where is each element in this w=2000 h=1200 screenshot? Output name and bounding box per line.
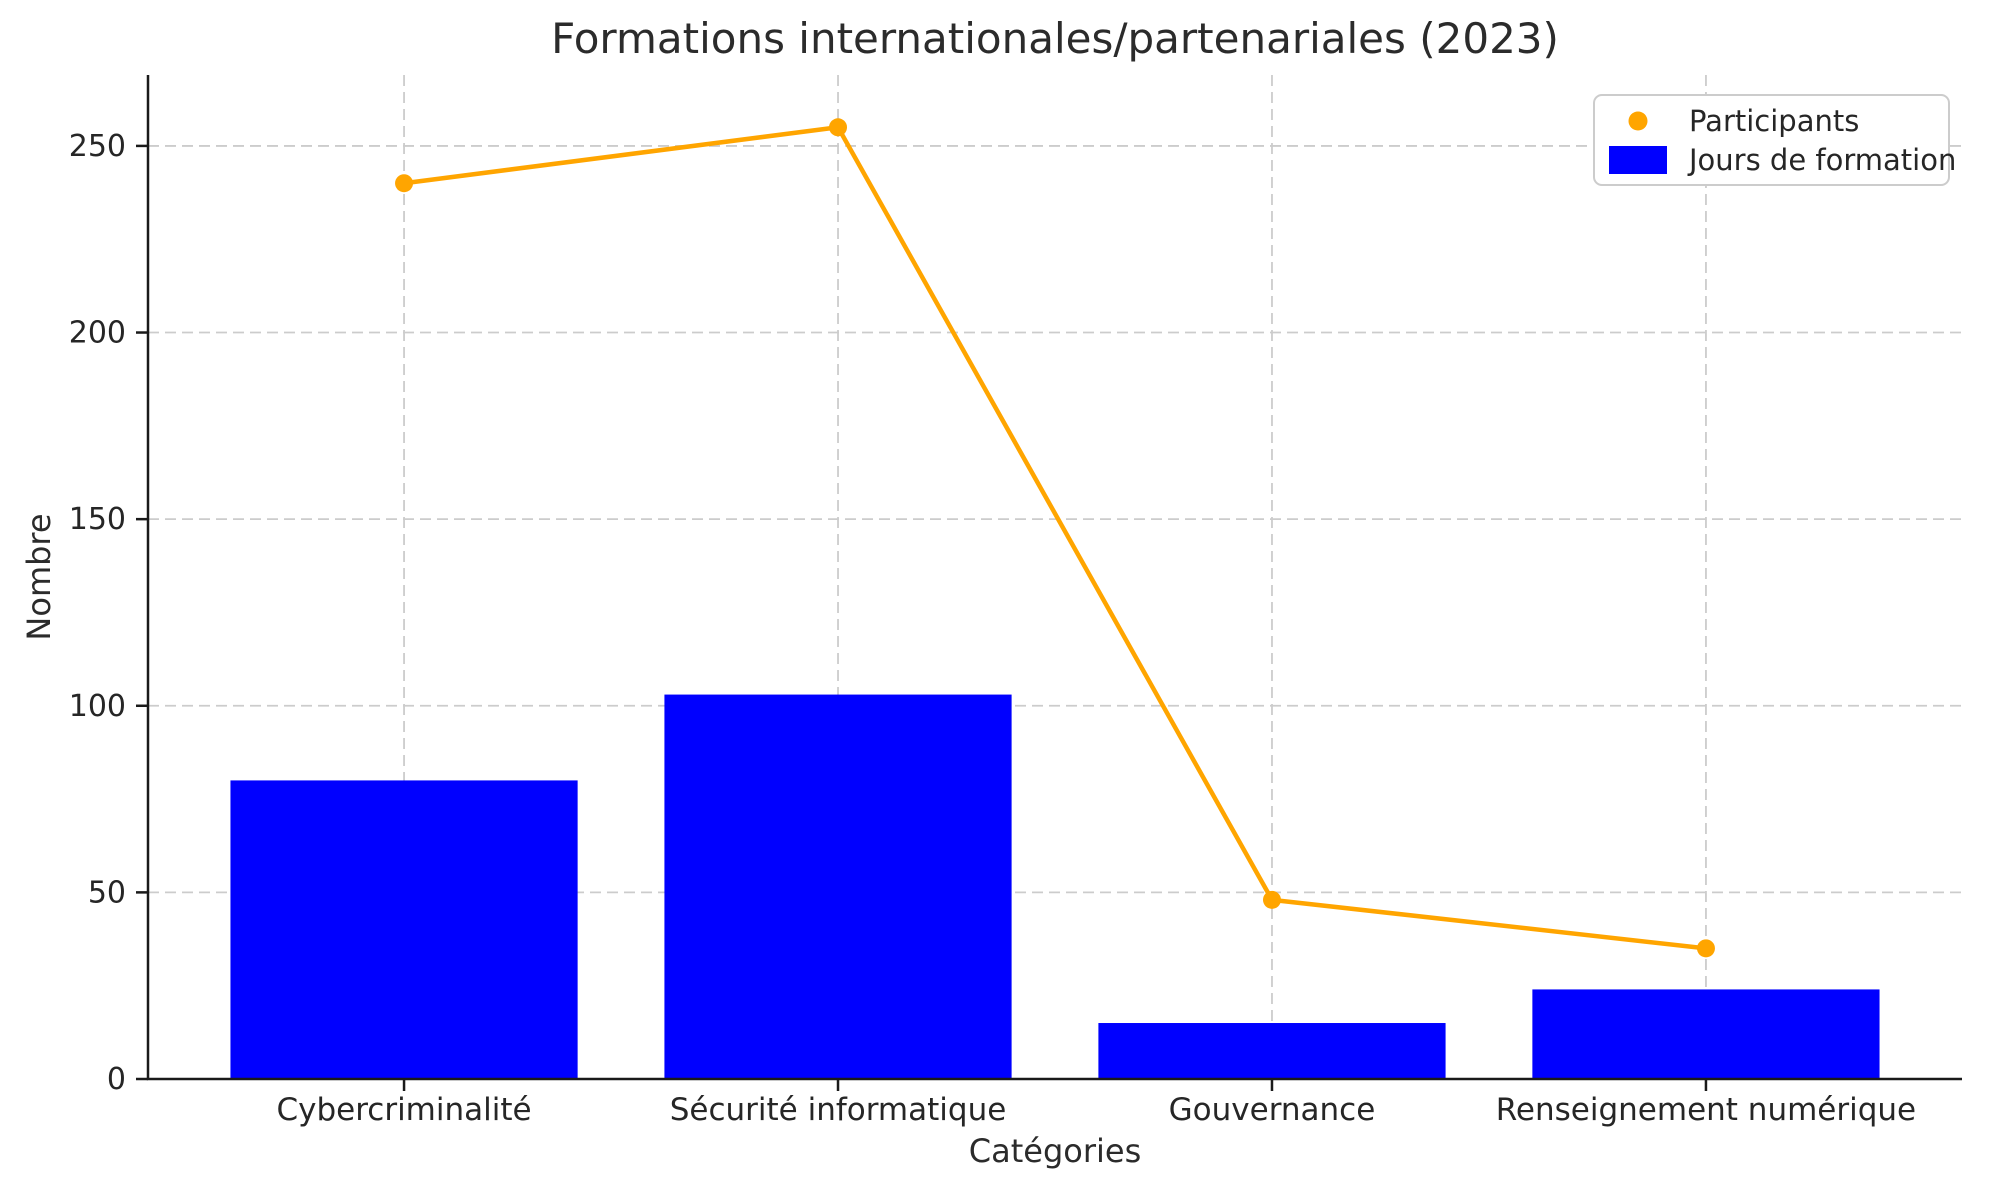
y-tick-label: 250 — [69, 129, 126, 164]
chart-title: Formations internationales/partenariales… — [551, 14, 1559, 63]
participants-point — [1262, 890, 1281, 909]
legend: Participants Jours de formation — [1593, 94, 1956, 186]
x-tick-label: Sécurité informatique — [670, 1092, 1007, 1128]
y-tick-label: 100 — [69, 689, 126, 724]
participants-point — [829, 118, 848, 137]
x-tick-label: Cybercriminalité — [276, 1092, 531, 1128]
y-tick-label: 200 — [69, 316, 126, 351]
legend-item: Participants — [1609, 101, 1938, 140]
participants-point — [1696, 939, 1715, 958]
y-tick-label: 0 — [107, 1062, 126, 1097]
legend-item: Jours de formation — [1609, 140, 1956, 179]
bar — [230, 780, 578, 1079]
x-axis-label: Catégories — [968, 1132, 1142, 1170]
y-tick-label: 150 — [69, 502, 126, 537]
participants-line — [401, 125, 1709, 951]
bar — [1098, 1023, 1446, 1079]
x-tick-label: Renseignement numérique — [1496, 1092, 1916, 1128]
bar-swatch-icon — [1609, 145, 1667, 174]
participants-marker-icon — [1628, 111, 1648, 130]
legend-bar-swatch — [1609, 145, 1667, 174]
y-tick-label: 50 — [88, 875, 126, 910]
x-tick-label: Gouvernance — [1169, 1092, 1376, 1128]
bar — [1532, 989, 1880, 1079]
legend-item-label: Jours de formation — [1689, 142, 1957, 177]
participants-point — [395, 174, 414, 193]
legend-item-label: Participants — [1689, 103, 1860, 138]
bar — [664, 694, 1012, 1079]
